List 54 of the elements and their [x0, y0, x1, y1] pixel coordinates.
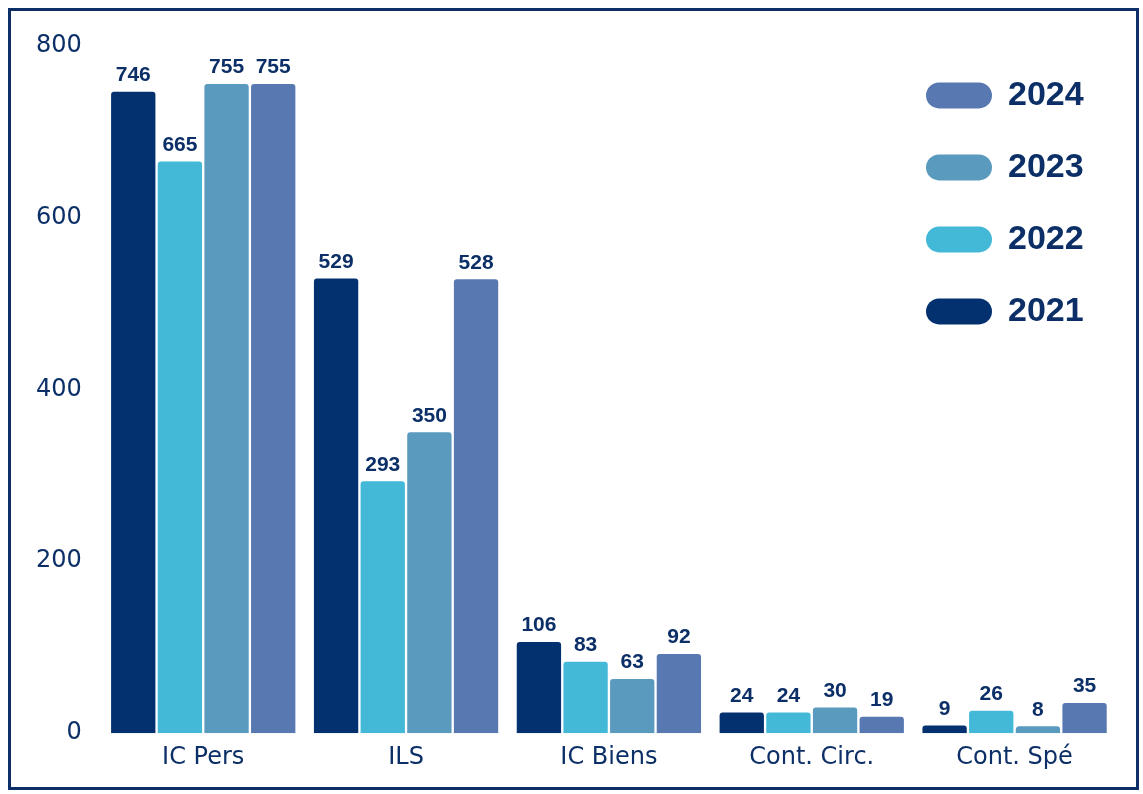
bar	[922, 725, 967, 734]
y-tick-label: 400	[36, 373, 82, 402]
data-label: 92	[667, 624, 691, 648]
x-tick-label: IC Biens	[560, 741, 658, 770]
bar	[610, 679, 655, 734]
x-tick-label: ILS	[388, 741, 424, 770]
bar	[1015, 726, 1061, 734]
data-label: 26	[979, 681, 1003, 705]
x-tick-label: IC Pers	[162, 741, 245, 770]
data-label: 755	[255, 54, 292, 78]
data-label: 106	[521, 612, 557, 636]
y-tick-label: 600	[36, 201, 82, 230]
data-label: 746	[115, 62, 151, 86]
bar	[766, 712, 811, 734]
bar	[360, 481, 405, 734]
bar	[719, 712, 764, 734]
bar	[859, 716, 904, 734]
bar	[157, 161, 203, 734]
legend-label: 2024	[1008, 73, 1084, 112]
data-label: 9	[938, 695, 951, 719]
data-label: 35	[1072, 673, 1097, 697]
bar	[563, 661, 608, 734]
legend-label: 2021	[1008, 289, 1084, 328]
y-tick-label: 0	[66, 717, 82, 746]
data-label: 529	[318, 248, 354, 272]
bar	[251, 84, 296, 734]
x-tick-label: Cont. Spé	[956, 741, 1073, 770]
bar	[453, 279, 499, 734]
bar	[313, 278, 359, 734]
x-tick-label: Cont. Circ.	[749, 741, 875, 770]
data-label: 293	[365, 451, 401, 475]
bar	[407, 432, 452, 734]
data-label: 755	[209, 54, 245, 78]
y-tick-label: 200	[36, 545, 82, 574]
bar	[1062, 703, 1107, 734]
legend-label: 2023	[1008, 145, 1084, 184]
data-label: 30	[823, 677, 847, 701]
bar	[111, 91, 156, 734]
data-label: 19	[870, 687, 894, 711]
bar	[812, 707, 858, 734]
data-label: 8	[1032, 696, 1045, 720]
data-label: 350	[411, 402, 447, 426]
data-label: 63	[620, 649, 644, 673]
data-label: 528	[458, 249, 494, 273]
legend-label: 2022	[1008, 217, 1084, 256]
bar	[204, 84, 249, 734]
data-label: 24	[730, 682, 754, 706]
bar	[969, 710, 1014, 734]
bar	[516, 642, 562, 734]
data-label: 665	[162, 131, 198, 155]
data-label: 83	[573, 632, 598, 656]
y-tick-label: 800	[36, 29, 82, 58]
bar	[656, 654, 702, 734]
data-label: 24	[776, 682, 801, 706]
